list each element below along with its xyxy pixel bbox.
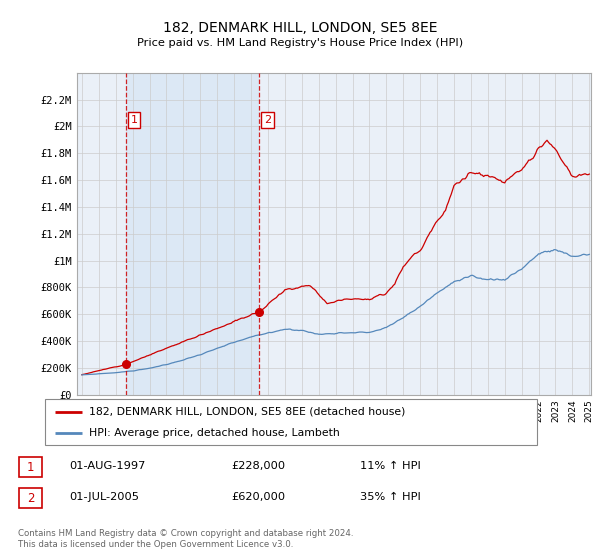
Text: 2: 2	[264, 115, 271, 125]
Text: 182, DENMARK HILL, LONDON, SE5 8EE: 182, DENMARK HILL, LONDON, SE5 8EE	[163, 21, 437, 35]
Text: 01-JUL-2005: 01-JUL-2005	[69, 492, 139, 502]
Text: £620,000: £620,000	[231, 492, 285, 502]
Text: 11% ↑ HPI: 11% ↑ HPI	[360, 461, 421, 471]
Text: 2: 2	[27, 492, 34, 505]
Text: £228,000: £228,000	[231, 461, 285, 471]
Text: 1: 1	[130, 115, 137, 125]
Bar	[126, 73, 259, 395]
Text: 182, DENMARK HILL, LONDON, SE5 8EE (detached house): 182, DENMARK HILL, LONDON, SE5 8EE (deta…	[89, 407, 406, 417]
Text: Price paid vs. HM Land Registry's House Price Index (HPI): Price paid vs. HM Land Registry's House …	[137, 38, 463, 48]
Text: 01-AUG-1997: 01-AUG-1997	[69, 461, 145, 471]
FancyBboxPatch shape	[19, 457, 42, 477]
Text: HPI: Average price, detached house, Lambeth: HPI: Average price, detached house, Lamb…	[89, 428, 340, 438]
FancyBboxPatch shape	[45, 399, 537, 445]
Text: 1: 1	[27, 460, 34, 474]
FancyBboxPatch shape	[19, 488, 42, 508]
Text: 35% ↑ HPI: 35% ↑ HPI	[360, 492, 421, 502]
Text: Contains HM Land Registry data © Crown copyright and database right 2024.
This d: Contains HM Land Registry data © Crown c…	[18, 529, 353, 549]
